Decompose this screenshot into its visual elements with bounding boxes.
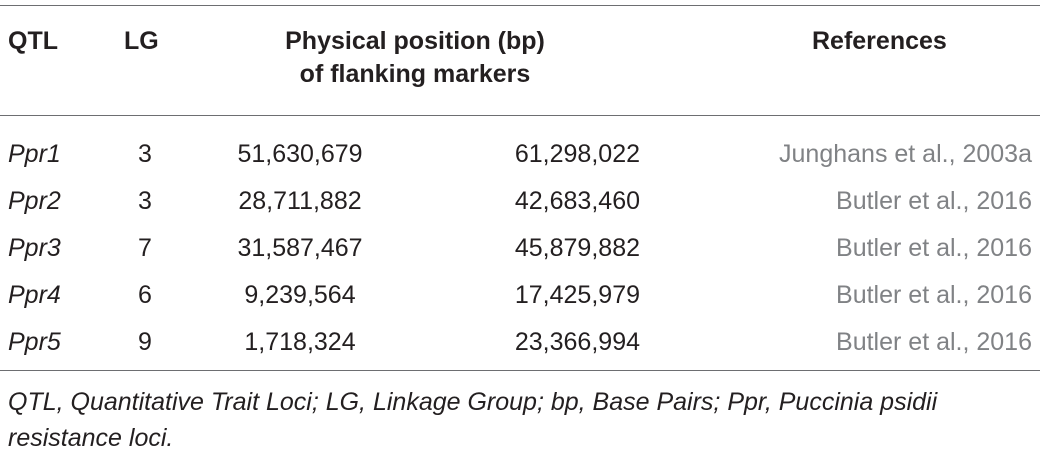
cell-start-position: 9,239,564 bbox=[244, 281, 356, 309]
cell-qtl: Ppr3 bbox=[8, 234, 61, 262]
table-header-rule bbox=[0, 115, 1040, 116]
cell-start-position: 31,587,467 bbox=[237, 234, 363, 262]
cell-reference: Butler et al., 2016 bbox=[836, 281, 1032, 309]
cell-lg: 9 bbox=[138, 328, 152, 356]
table-row: Ppr3 7 31,587,467 45,879,882 Butler et a… bbox=[0, 224, 1040, 272]
cell-lg: 3 bbox=[138, 187, 152, 215]
cell-end-position: 45,879,882 bbox=[514, 234, 640, 262]
cell-qtl: Ppr4 bbox=[8, 281, 61, 309]
table-row: Ppr2 3 28,711,882 42,683,460 Butler et a… bbox=[0, 177, 1040, 225]
cell-end-position: 23,366,994 bbox=[514, 328, 640, 356]
cell-qtl: Ppr1 bbox=[8, 140, 61, 168]
cell-start-position: 1,718,324 bbox=[244, 328, 356, 356]
table-row: Ppr4 6 9,239,564 17,425,979 Butler et al… bbox=[0, 271, 1040, 319]
table-footnote: QTL, Quantitative Trait Loci; LG, Linkag… bbox=[8, 388, 938, 452]
cell-end-position: 61,298,022 bbox=[514, 140, 640, 168]
cell-lg: 3 bbox=[138, 140, 152, 168]
cell-qtl: Ppr5 bbox=[8, 328, 61, 356]
cell-reference: Butler et al., 2016 bbox=[836, 187, 1032, 215]
header-references: References bbox=[812, 27, 947, 55]
cell-lg: 6 bbox=[138, 281, 152, 309]
cell-end-position: 42,683,460 bbox=[514, 187, 640, 215]
table-top-rule bbox=[0, 5, 1040, 6]
cell-reference: Junghans et al., 2003a bbox=[779, 140, 1032, 168]
header-physical-position: Physical position (bp) of flanking marke… bbox=[230, 25, 600, 91]
cell-start-position: 51,630,679 bbox=[237, 140, 363, 168]
header-position-line2: of flanking markers bbox=[299, 60, 531, 88]
cell-lg: 7 bbox=[138, 234, 152, 262]
cell-reference: Butler et al., 2016 bbox=[836, 234, 1032, 262]
table-row: Ppr5 9 1,718,324 23,366,994 Butler et al… bbox=[0, 318, 1040, 366]
cell-qtl: Ppr2 bbox=[8, 187, 61, 215]
cell-start-position: 28,711,882 bbox=[238, 187, 362, 215]
table-bottom-rule bbox=[0, 370, 1040, 371]
header-lg: LG bbox=[124, 27, 159, 55]
table-row: Ppr1 3 51,630,679 61,298,022 Junghans et… bbox=[0, 130, 1040, 178]
cell-reference: Butler et al., 2016 bbox=[836, 328, 1032, 356]
header-qtl: QTL bbox=[8, 27, 58, 55]
cell-end-position: 17,425,979 bbox=[514, 281, 640, 309]
header-position-line1: Physical position (bp) bbox=[285, 27, 545, 55]
